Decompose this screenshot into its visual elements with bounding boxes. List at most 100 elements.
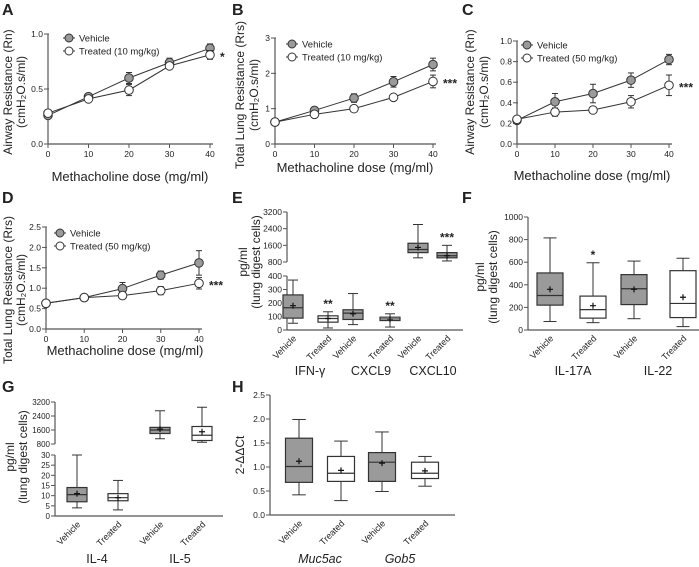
box-vehicle: Vehicle: [528, 237, 564, 361]
y-tick-label: 1.0: [500, 36, 512, 46]
y-tick-label: 2.0: [253, 414, 265, 424]
box-vehicle: Vehicle: [277, 418, 314, 546]
box-iqr: [326, 455, 356, 483]
x-tick-label: 20: [588, 149, 598, 159]
x-tick-label: 10: [550, 149, 560, 159]
legend-marker: [522, 40, 532, 50]
y-tick-label: 1600: [32, 426, 50, 435]
y-tick-label: 2.5: [253, 390, 265, 400]
y-axis-label: (cmH₂O.s/ml): [14, 254, 28, 326]
legend-label: Vehicle: [537, 41, 568, 52]
data-point: [270, 117, 280, 127]
series-vehicle: [270, 57, 438, 127]
group-label: IL-4: [86, 552, 108, 566]
panel-letter: G: [2, 379, 14, 396]
data-point: [43, 108, 53, 118]
panel-a: A 0.0 0.5 1.0 0 10 20 30 40 Methacholine dose (mg…: [1, 2, 225, 184]
legend-label: Treated (10 mg/kg): [302, 53, 382, 64]
panel-letter: D: [2, 190, 14, 207]
panel-letter: F: [462, 190, 472, 207]
y-tick-label: 2.0: [29, 242, 41, 252]
mean-marker: [422, 467, 428, 474]
box-treated: *** Treated: [424, 230, 458, 362]
group-label: IFN-γ: [295, 364, 326, 378]
data-point: [155, 270, 166, 280]
y-tick-label: 1.0: [253, 462, 265, 472]
series-treated: [512, 74, 674, 125]
series-treated: [41, 277, 204, 309]
y-tick-label: 0: [518, 325, 523, 335]
y-tick-label: 0.2: [500, 118, 512, 128]
x-tick-label: 40: [205, 149, 215, 159]
panel-h: H 0.0 0.5 1.0 1.5 2.0 2.5 2-ΔΔCt Vehicle Treated V…: [232, 379, 455, 566]
x-axis-label: Methacholine dose (mg/ml): [514, 168, 671, 183]
data-point: [428, 76, 438, 87]
x-axis-label: Methacholine dose (mg/ml): [52, 169, 209, 184]
y-tick-label: 600: [509, 257, 523, 267]
box-vehicle: Vehicle: [360, 431, 397, 546]
box-treated: Treated: [179, 406, 213, 548]
group-label: IL-5: [169, 552, 191, 566]
y-axis-label: (lung digest cells): [486, 230, 500, 323]
y-tick-label: 200: [509, 302, 523, 312]
legend-label: Treated (50 mg/kg): [70, 242, 150, 253]
group-label: CXCL9: [351, 364, 391, 378]
category-label: Treated: [318, 518, 347, 547]
group-label: IL-17A: [555, 364, 592, 378]
legend-marker: [287, 39, 297, 49]
data-point: [205, 50, 215, 60]
data-point: [155, 285, 166, 296]
mean-marker: [74, 490, 80, 497]
panel-d: D 0.0 0.5 1.0 1.5 2.0 2.5 0 10 20 30 40Methacholine…: [1, 190, 223, 364]
group-label: CXCL10: [409, 364, 456, 378]
y-tick-label: 0.0: [29, 324, 41, 334]
data-point: [388, 92, 399, 103]
legend-marker: [55, 228, 65, 238]
mean-marker: [350, 310, 356, 317]
category-label: Treated: [402, 518, 431, 547]
category-label: Treated: [179, 519, 208, 548]
panel-letter: A: [2, 2, 14, 19]
legend-label: Treated (10 mg/kg): [79, 47, 159, 58]
category-label: Vehicle: [55, 519, 83, 547]
y-tick-label: 2400: [263, 224, 282, 234]
data-point: [164, 61, 175, 71]
mean-marker: [115, 494, 121, 501]
category-label: Vehicle: [138, 519, 166, 547]
mean-marker: [631, 286, 637, 293]
data-point: [588, 105, 598, 115]
data-point: [550, 96, 560, 107]
mean-marker: [379, 460, 385, 467]
y-tick-label: 1000: [504, 212, 523, 222]
y-tick-label: 1.5: [29, 263, 41, 273]
data-point: [194, 278, 204, 289]
y-tick-label: 25: [41, 461, 50, 470]
legend-label: Vehicle: [302, 40, 333, 51]
y-tick-label: 0.8: [500, 57, 512, 67]
y-axis-label: (lung digest cells): [16, 410, 30, 503]
significance-marker: *: [220, 50, 225, 64]
y-tick-label: 1.5: [253, 438, 265, 448]
box-vehicle: Vehicle: [612, 260, 648, 361]
y-axis-label: (cmH₂O.s/ml): [247, 59, 261, 131]
x-tick-label: 10: [80, 334, 90, 344]
x-tick-label: 0: [46, 149, 51, 159]
category-label: Vehicle: [360, 518, 388, 546]
data-point: [194, 258, 204, 268]
y-tick-label: 300: [268, 285, 282, 295]
data-point: [349, 103, 359, 114]
x-tick-label: 40: [428, 149, 438, 159]
y-tick-label: 20: [41, 471, 50, 480]
y-axis-label: Total Lung Resistance (Rrs): [1, 216, 15, 364]
x-tick-label: 10: [310, 149, 320, 159]
significance-marker: **: [385, 299, 395, 313]
group-label: IL-22: [644, 364, 673, 378]
mean-marker: [338, 467, 344, 474]
box-treated: Treated: [402, 455, 440, 547]
y-axis-label: (cmH₂O.s/ml): [14, 56, 28, 128]
y-axis-label: Airway Resistance (Rn): [1, 29, 15, 154]
y-tick-label: 0.0: [253, 510, 265, 520]
y-axis-label: Total Lung Resistance (Rrs): [233, 21, 247, 169]
y-axis-label: 2-ΔΔCt: [233, 435, 247, 474]
legend-label: Vehicle: [70, 229, 101, 240]
